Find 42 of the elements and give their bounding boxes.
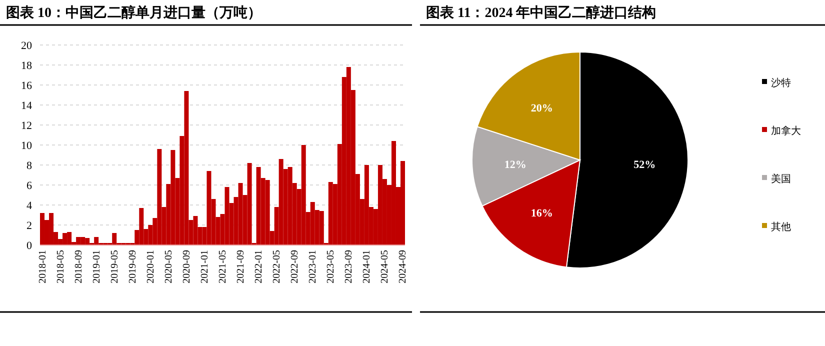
x-tick-label: 2023-05 xyxy=(326,250,337,284)
x-tick-label: 2024-05 xyxy=(380,250,391,284)
x-tick-label: 2020-01 xyxy=(145,250,156,284)
y-tick-label: 6 xyxy=(26,180,32,192)
x-tick-label: 2020-05 xyxy=(163,250,174,284)
x-tick-label: 2018-09 xyxy=(73,250,84,284)
data-label: 16% xyxy=(530,207,553,220)
x-tick-label: 2019-09 xyxy=(127,250,138,284)
data-label: 20% xyxy=(530,102,553,115)
x-tick-label: 2022-05 xyxy=(272,250,283,284)
y-tick-label: 4 xyxy=(26,200,32,212)
chart-title: 图表 11：2024 年中国乙二醇进口结构 xyxy=(426,4,656,21)
x-tick-label: 2018-01 xyxy=(37,250,48,284)
x-tick-label: 2022-01 xyxy=(254,250,265,284)
y-tick-label: 12 xyxy=(21,120,32,132)
y-tick-label: 14 xyxy=(21,100,32,112)
y-tick-label: 2 xyxy=(26,220,32,232)
x-tick-label: 2024-01 xyxy=(362,250,373,284)
x-tick-label: 2019-05 xyxy=(109,250,120,284)
x-tick-label: 2021-01 xyxy=(199,250,210,284)
x-tick-label: 2023-01 xyxy=(308,250,319,284)
chart-title: 图表 10：中国乙二醇单月进口量（万吨） xyxy=(6,4,262,21)
x-tick-label: 2022-09 xyxy=(290,250,301,284)
y-tick-label: 16 xyxy=(21,80,32,92)
x-tick-label: 2021-05 xyxy=(218,250,228,284)
y-tick-label: 20 xyxy=(21,40,32,52)
legend-label: 加拿大 xyxy=(771,125,801,137)
x-tick-label: 2018-05 xyxy=(55,250,66,284)
y-tick-label: 0 xyxy=(26,240,32,252)
data-label: 52% xyxy=(634,159,656,172)
y-tick-label: 18 xyxy=(21,60,32,72)
legend-label: 美国 xyxy=(771,173,791,185)
legend-label: 其他 xyxy=(771,221,791,233)
x-tick-label: 2021-09 xyxy=(236,250,247,284)
x-tick-label: 2020-09 xyxy=(181,250,192,284)
x-tick-label: 2023-09 xyxy=(344,250,355,284)
legend-label: 沙特 xyxy=(771,77,791,89)
y-tick-label: 8 xyxy=(26,160,32,172)
y-tick-label: 10 xyxy=(21,140,32,152)
x-tick-label: 2024-09 xyxy=(398,250,409,284)
data-label: 12% xyxy=(504,159,526,172)
x-tick-label: 2019-01 xyxy=(91,250,102,284)
